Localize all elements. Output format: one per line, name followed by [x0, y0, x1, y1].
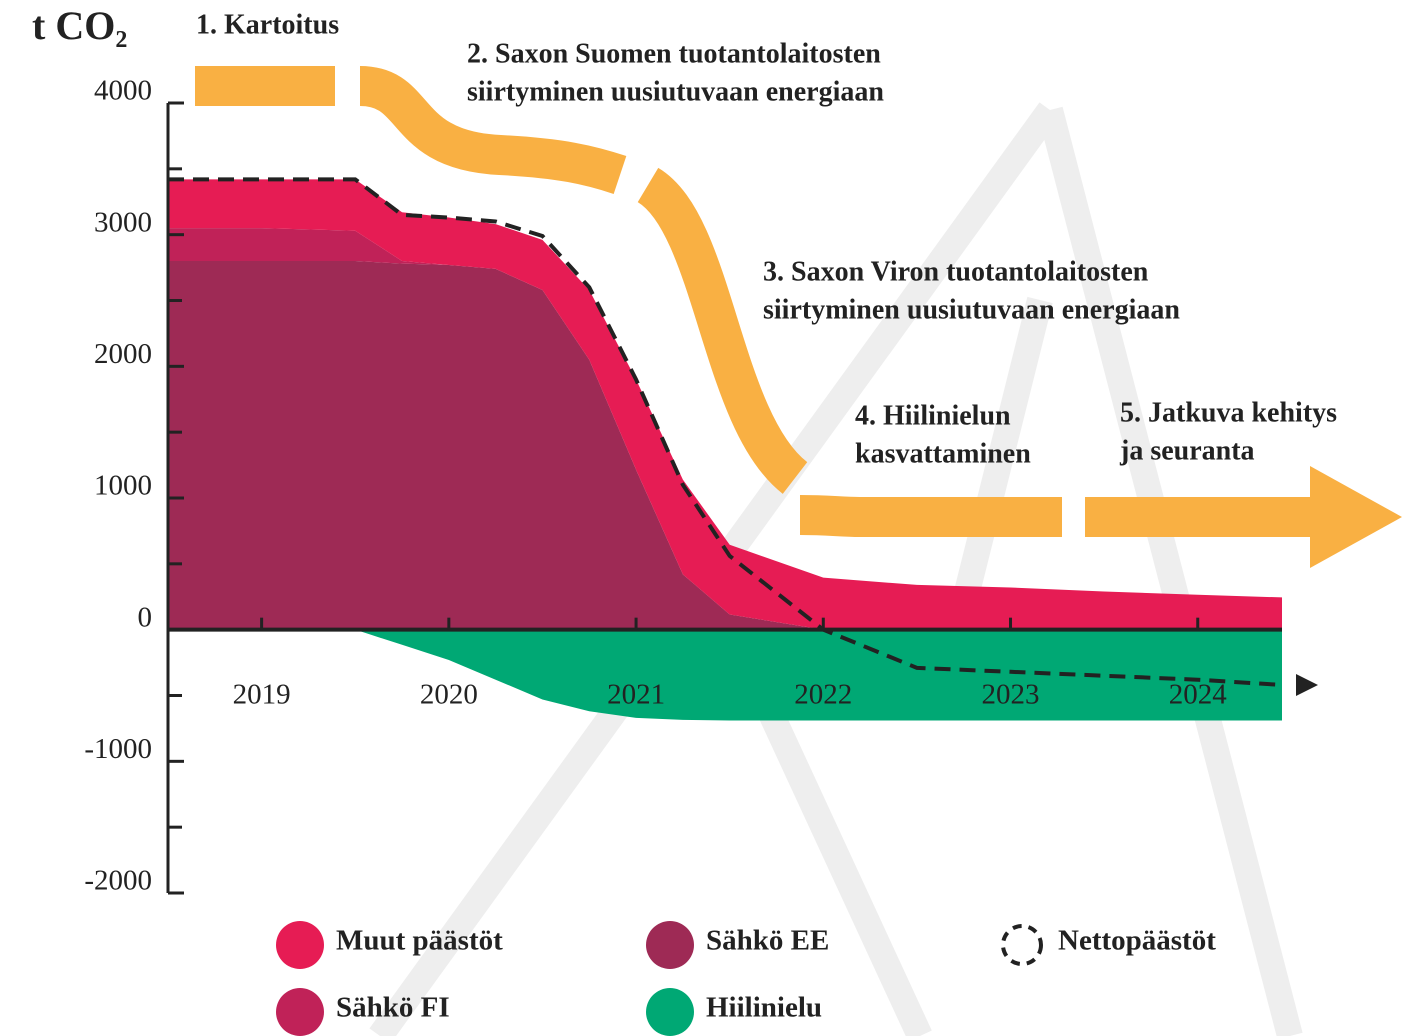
phase-label: 2. Saxon Suomen tuotantolaitosten: [467, 38, 881, 69]
phase-label: siirtyminen uusiutuvaan energiaan: [763, 294, 1180, 325]
phase-arrowhead: [1310, 466, 1402, 568]
y-tick-label: 0: [138, 601, 153, 633]
legend-swatch: [276, 921, 324, 969]
phase-arrow: [799, 495, 1062, 537]
legend-swatch: [646, 921, 694, 969]
phase-arrow: [636, 167, 809, 494]
legend-swatch: [646, 988, 694, 1036]
x-tick-label: 2024: [1169, 679, 1228, 711]
legend-label: Sähkö EE: [706, 925, 829, 957]
phase-label: kasvattaminen: [855, 438, 1031, 469]
net-line-arrowhead: [1296, 673, 1318, 696]
area: [168, 629, 1282, 721]
phase-arrow: [358, 66, 627, 194]
phase-label: 4. Hiilinielun: [855, 400, 1011, 431]
area: [168, 179, 1282, 630]
net-line: [168, 177, 1283, 687]
x-tick-label: 2019: [233, 679, 291, 711]
phase-label: siirtyminen uusiutuvaan energiaan: [467, 76, 884, 107]
legend-swatch: [276, 988, 324, 1036]
phase-label: ja seuranta: [1119, 435, 1255, 466]
x-tick-label: 2020: [420, 679, 478, 711]
y-tick-label: -2000: [84, 865, 152, 897]
y-tick-label: 4000: [94, 75, 152, 107]
legend-label: Sähkö FI: [336, 992, 450, 1024]
y-axis-label: t CO₂: [32, 3, 127, 48]
legend-label: Muut päästöt: [336, 925, 503, 957]
legend-label: Hiilinielu: [706, 992, 822, 1024]
y-tick-label: 2000: [94, 338, 152, 370]
y-tick-label: -1000: [84, 733, 152, 765]
legend-swatch: [1001, 924, 1043, 966]
x-tick-label: 2022: [794, 679, 852, 711]
phase-label: 1. Kartoitus: [196, 9, 339, 40]
phase-label: 3. Saxon Viron tuotantolaitosten: [763, 256, 1149, 287]
y-tick-label: 3000: [94, 206, 152, 238]
plot: [168, 179, 1282, 721]
area: [168, 261, 1282, 630]
legend-label: Nettopäästöt: [1058, 925, 1216, 957]
x-tick-label: 2023: [982, 679, 1040, 711]
phase-arrows: [195, 66, 1402, 568]
phase-label: 5. Jatkuva kehitys: [1120, 397, 1337, 428]
y-tick-label: 1000: [94, 470, 152, 502]
x-tick-label: 2021: [607, 679, 665, 711]
